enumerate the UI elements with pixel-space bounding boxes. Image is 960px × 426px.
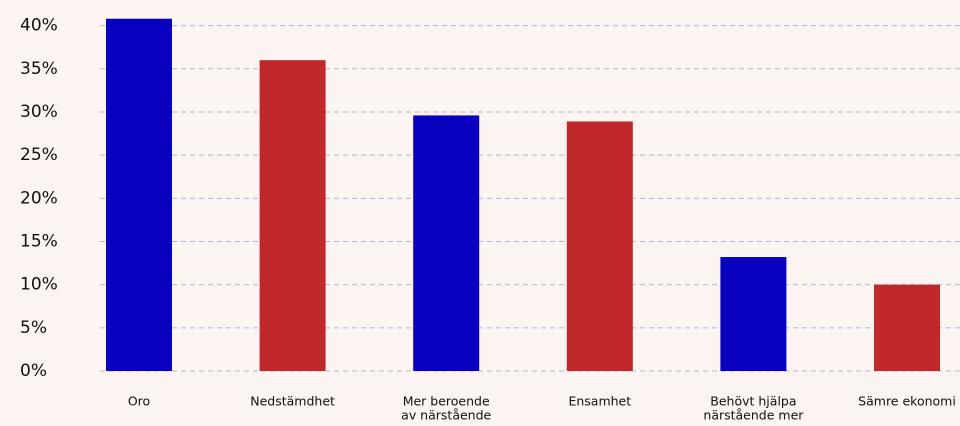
y-tick-label: 10% xyxy=(20,275,58,295)
bar xyxy=(106,18,172,371)
y-tick-label: 0% xyxy=(20,361,47,381)
x-tick-label: Oro xyxy=(128,394,150,409)
x-tick-label: Ensamhet xyxy=(568,394,631,409)
y-tick-label: 35% xyxy=(20,59,58,79)
x-tick-label: av närstående xyxy=(401,408,491,423)
x-tick-label: närstående mer xyxy=(703,408,804,423)
x-tick-label: Behövt hjälpa xyxy=(710,394,796,409)
y-tick-label: 20% xyxy=(20,188,58,208)
bar xyxy=(874,284,940,371)
bar xyxy=(720,257,787,371)
bar xyxy=(259,60,326,372)
bar xyxy=(566,121,633,371)
x-tick-label: Mer beroende xyxy=(403,394,490,409)
x-tick-label: Sämre ekonomi xyxy=(858,394,956,409)
y-tick-label: 25% xyxy=(20,145,58,165)
y-tick-label: 5% xyxy=(20,318,47,338)
x-tick-label: Nedstämdhet xyxy=(250,394,335,409)
bar xyxy=(413,115,480,372)
y-tick-label: 40% xyxy=(20,16,58,36)
y-tick-label: 30% xyxy=(20,102,58,122)
y-tick-label: 15% xyxy=(20,231,58,251)
